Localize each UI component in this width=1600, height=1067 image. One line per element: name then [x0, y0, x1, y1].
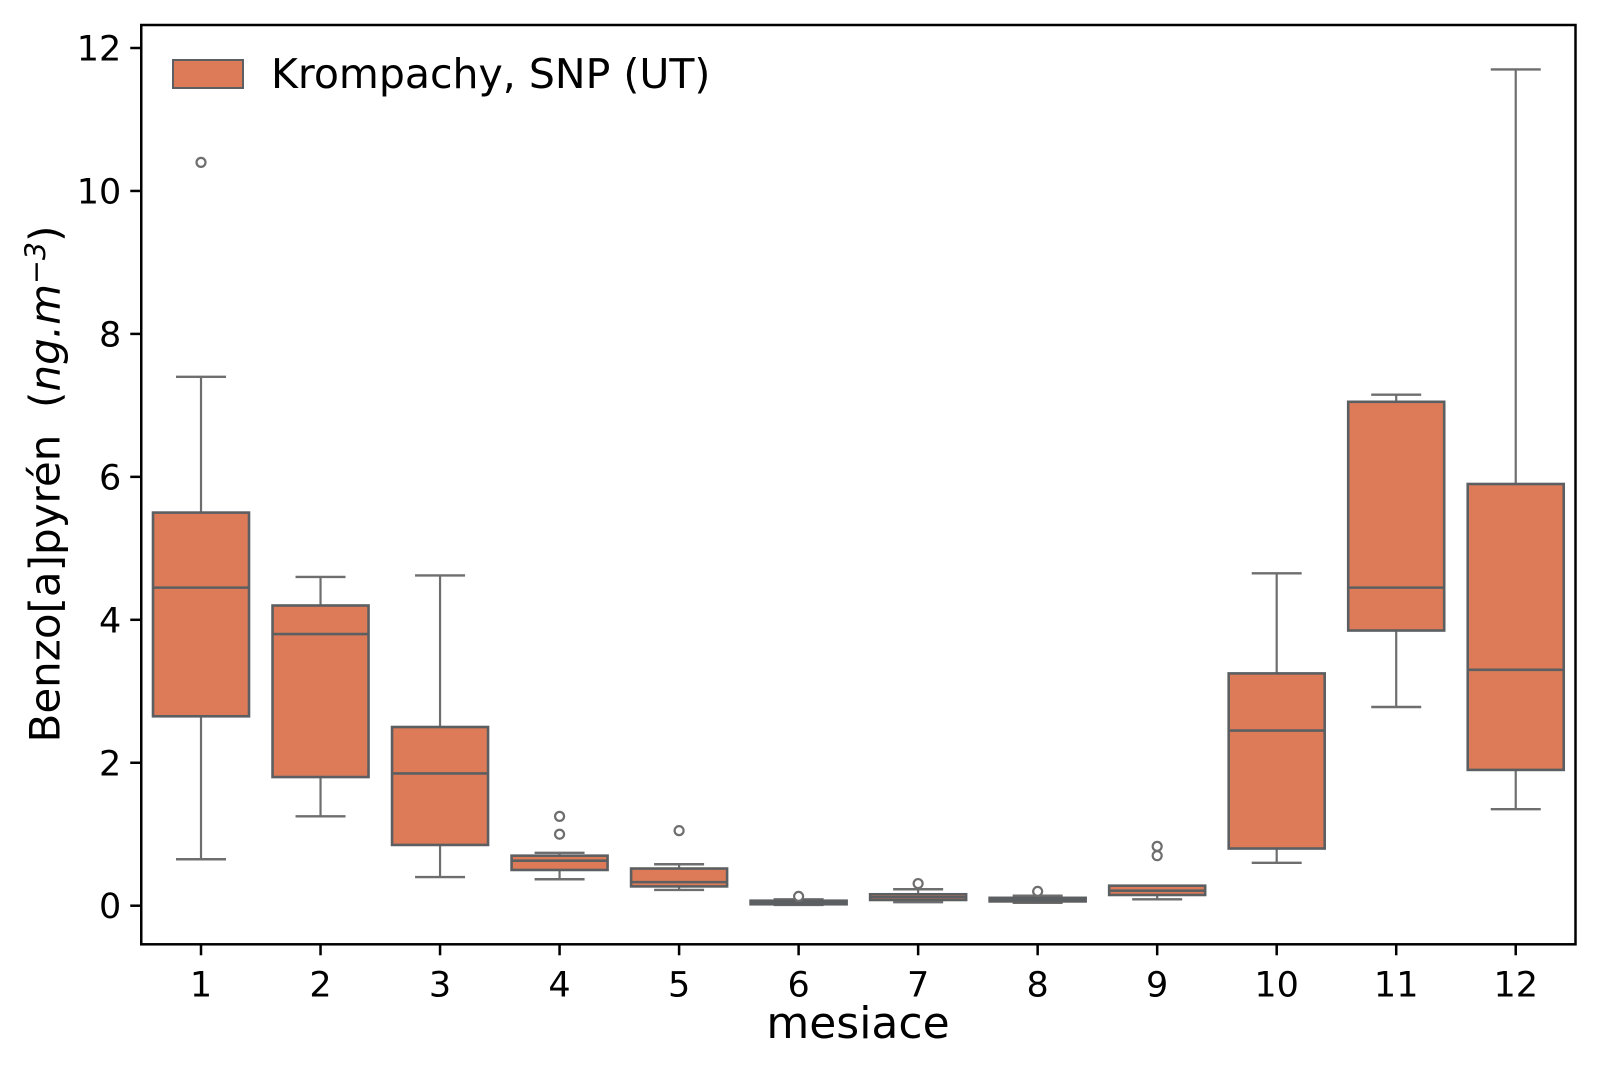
x-tick-label-3: 3	[429, 965, 451, 1005]
x-tick-label-1: 1	[190, 965, 212, 1005]
y-axis-label-unit: ng.m	[20, 284, 70, 392]
flier-m9-1	[1151, 840, 1163, 852]
y-tick-label-12: 12	[77, 30, 122, 70]
y-axis-label: Benzo[a]pyrén (ng.m−3)	[19, 226, 70, 743]
y-tick-label-2: 2	[99, 744, 121, 784]
y-axis-label-suffix: )	[20, 225, 70, 242]
legend-label: Krompachy, SNP (UT)	[271, 50, 711, 98]
y-tick-label-6: 6	[99, 458, 121, 498]
box-m11	[1346, 400, 1446, 632]
x-tick-label-7: 7	[907, 965, 929, 1005]
plot-frame	[140, 23, 1577, 946]
box-m5	[629, 867, 729, 888]
x-tick-label-2: 2	[309, 965, 331, 1005]
x-tick-label-8: 8	[1027, 965, 1049, 1005]
box-m10	[1227, 672, 1326, 850]
box-m1	[151, 511, 251, 718]
x-tick-label-10: 10	[1254, 965, 1299, 1005]
x-tick-label-5: 5	[668, 965, 690, 1005]
legend-swatch	[172, 59, 244, 89]
x-tick-label-6: 6	[787, 965, 809, 1005]
flier-m7-0	[912, 877, 924, 890]
x-tick-label-9: 9	[1146, 965, 1168, 1005]
x-tick-label-4: 4	[548, 965, 570, 1005]
box-m4	[510, 854, 609, 872]
flier-m9-0	[1151, 850, 1163, 862]
flier-m1-0	[195, 156, 207, 168]
flier-m5-0	[673, 825, 685, 837]
x-tick-label-12: 12	[1493, 965, 1538, 1005]
y-tick-label-4: 4	[99, 601, 121, 641]
y-tick-label-0: 0	[99, 887, 121, 927]
y-tick-label-8: 8	[99, 315, 121, 355]
y-tick-label-10: 10	[77, 172, 122, 212]
x-axis-label: mesiace	[766, 998, 950, 1049]
box-m12	[1466, 482, 1566, 772]
box-m2	[271, 604, 370, 779]
legend: Krompachy, SNP (UT)	[172, 50, 710, 98]
flier-m4-0	[553, 828, 566, 840]
flier-m6-0	[793, 890, 805, 903]
y-axis-label-prefix: Benzo[a]pyrén (	[20, 391, 70, 743]
box-m3	[390, 725, 490, 847]
y-axis-label-exponent: −3	[18, 241, 53, 284]
flier-m4-1	[553, 810, 566, 822]
x-tick-label-11: 11	[1374, 965, 1419, 1005]
flier-m8-0	[1032, 885, 1044, 898]
